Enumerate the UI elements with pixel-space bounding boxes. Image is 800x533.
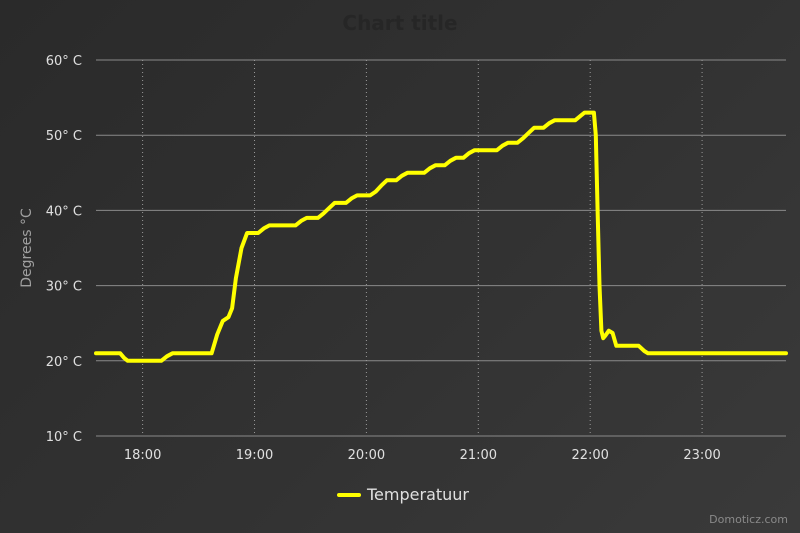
y-axis-title: Degrees °C	[19, 208, 35, 288]
axis-labels: 10° C 20° C 30° C 40° C 50° C 60° C 18:00 19:00…	[46, 54, 721, 463]
x-tick-label: 21:00	[460, 448, 497, 463]
y-tick-label: 10° C	[46, 430, 82, 445]
x-tick-label: 22:00	[571, 448, 608, 463]
credits[interactable]: Domoticz.com	[709, 513, 788, 526]
x-tick-label: 19:00	[236, 448, 273, 463]
grid	[96, 59, 786, 437]
legend-label: Temperatuur	[366, 485, 469, 504]
legend[interactable]: Temperatuur	[337, 485, 469, 504]
y-tick-label: 50° C	[46, 129, 82, 144]
series-layer	[94, 110, 788, 363]
x-tick-label: 23:00	[683, 448, 720, 463]
x-tick-label: 18:00	[124, 448, 161, 463]
chart-title: Chart title	[342, 11, 457, 35]
y-tick-label: 30° C	[46, 280, 82, 295]
series-line-temperatuur[interactable]	[94, 110, 788, 363]
y-tick-label: 60° C	[46, 54, 82, 69]
y-tick-label: 40° C	[46, 204, 82, 219]
x-tick-label: 20:00	[348, 448, 385, 463]
y-tick-label: 20° C	[46, 355, 82, 370]
